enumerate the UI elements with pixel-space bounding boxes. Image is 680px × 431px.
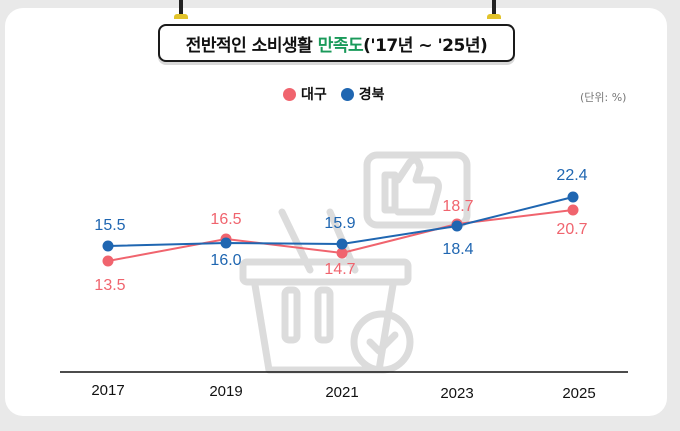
value-label: 16.5 [210,211,241,228]
title-highlight: 만족도 [317,35,364,56]
value-label: 15.9 [324,215,355,232]
legend-label: 대구 [301,87,327,103]
x-tick-label: 2017 [91,382,124,399]
legend-dot-icon [340,87,354,101]
value-label: 18.7 [442,198,473,215]
x-tick-label: 2021 [325,384,358,401]
value-label: 18.4 [442,241,473,258]
value-label: 22.4 [556,167,587,184]
legend-label: 경북 [358,87,385,103]
legend-dot-icon [283,87,296,101]
x-tick-label: 2025 [562,385,595,402]
x-tick-label: 2019 [209,383,242,400]
value-label: 20.7 [556,221,587,238]
x-tick-label: 2023 [440,385,473,402]
title-prefix: 전반적인 소비생활 [185,35,313,56]
title-suffix: ('17년 ~ '25년) [363,35,488,56]
value-label: 14.7 [324,261,355,278]
hanger-right [487,0,501,19]
value-label: 13.5 [94,277,125,294]
hanger-left [174,0,188,19]
unit-label: (단위: %) [580,91,627,104]
chart-title: 전반적인 소비생활 만족도 ('17년 ~ '25년) [158,24,515,62]
legend-item-gyeongbuk: 경북 [340,84,385,104]
legend: 대구 경북 [283,84,399,104]
value-label: 15.5 [94,217,125,234]
series-gyeongbuk-points [102,191,579,252]
value-label: 16.0 [210,252,241,269]
basket-watermark-icon [239,151,471,374]
legend-item-daegu: 대구 [283,84,327,104]
